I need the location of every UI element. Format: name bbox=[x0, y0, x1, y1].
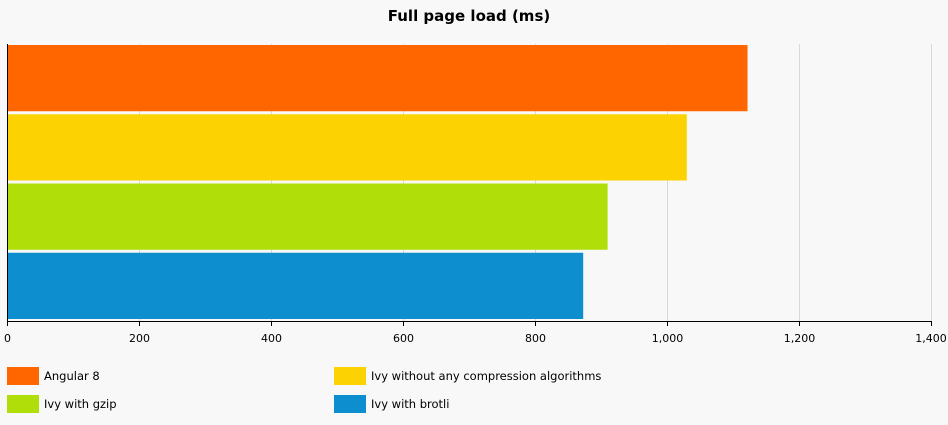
x-tick-label: 1,200 bbox=[784, 332, 816, 345]
legend: Angular 8 Ivy without any compression alg… bbox=[7, 367, 601, 413]
legend-label[interactable]: Angular 8 bbox=[44, 369, 100, 383]
legend-label[interactable]: Ivy without any compression algorithms bbox=[371, 369, 601, 383]
legend-swatch[interactable] bbox=[7, 395, 39, 413]
x-tick-label: 800 bbox=[525, 332, 546, 345]
x-tick-label: 1,400 bbox=[915, 332, 947, 345]
legend-swatch[interactable] bbox=[334, 395, 366, 413]
legend-swatch[interactable] bbox=[334, 367, 366, 385]
bar[interactable] bbox=[7, 45, 748, 112]
bar[interactable] bbox=[7, 114, 687, 181]
bars bbox=[7, 45, 748, 319]
legend-label[interactable]: Ivy with brotli bbox=[371, 397, 449, 411]
x-tick-label: 0 bbox=[4, 332, 11, 345]
bar[interactable] bbox=[7, 183, 608, 250]
x-axis: 0 200 400 600 800 1,000 1,200 1,400 bbox=[4, 44, 947, 345]
x-tick-label: 1,000 bbox=[652, 332, 684, 345]
legend-label[interactable]: Ivy with gzip bbox=[44, 397, 117, 411]
legend-swatch[interactable] bbox=[7, 367, 39, 385]
chart-title: Full page load (ms) bbox=[388, 7, 550, 25]
x-tick-label: 600 bbox=[393, 332, 414, 345]
bar[interactable] bbox=[7, 252, 584, 319]
x-tick-label: 200 bbox=[129, 332, 150, 345]
x-tick-label: 400 bbox=[261, 332, 282, 345]
